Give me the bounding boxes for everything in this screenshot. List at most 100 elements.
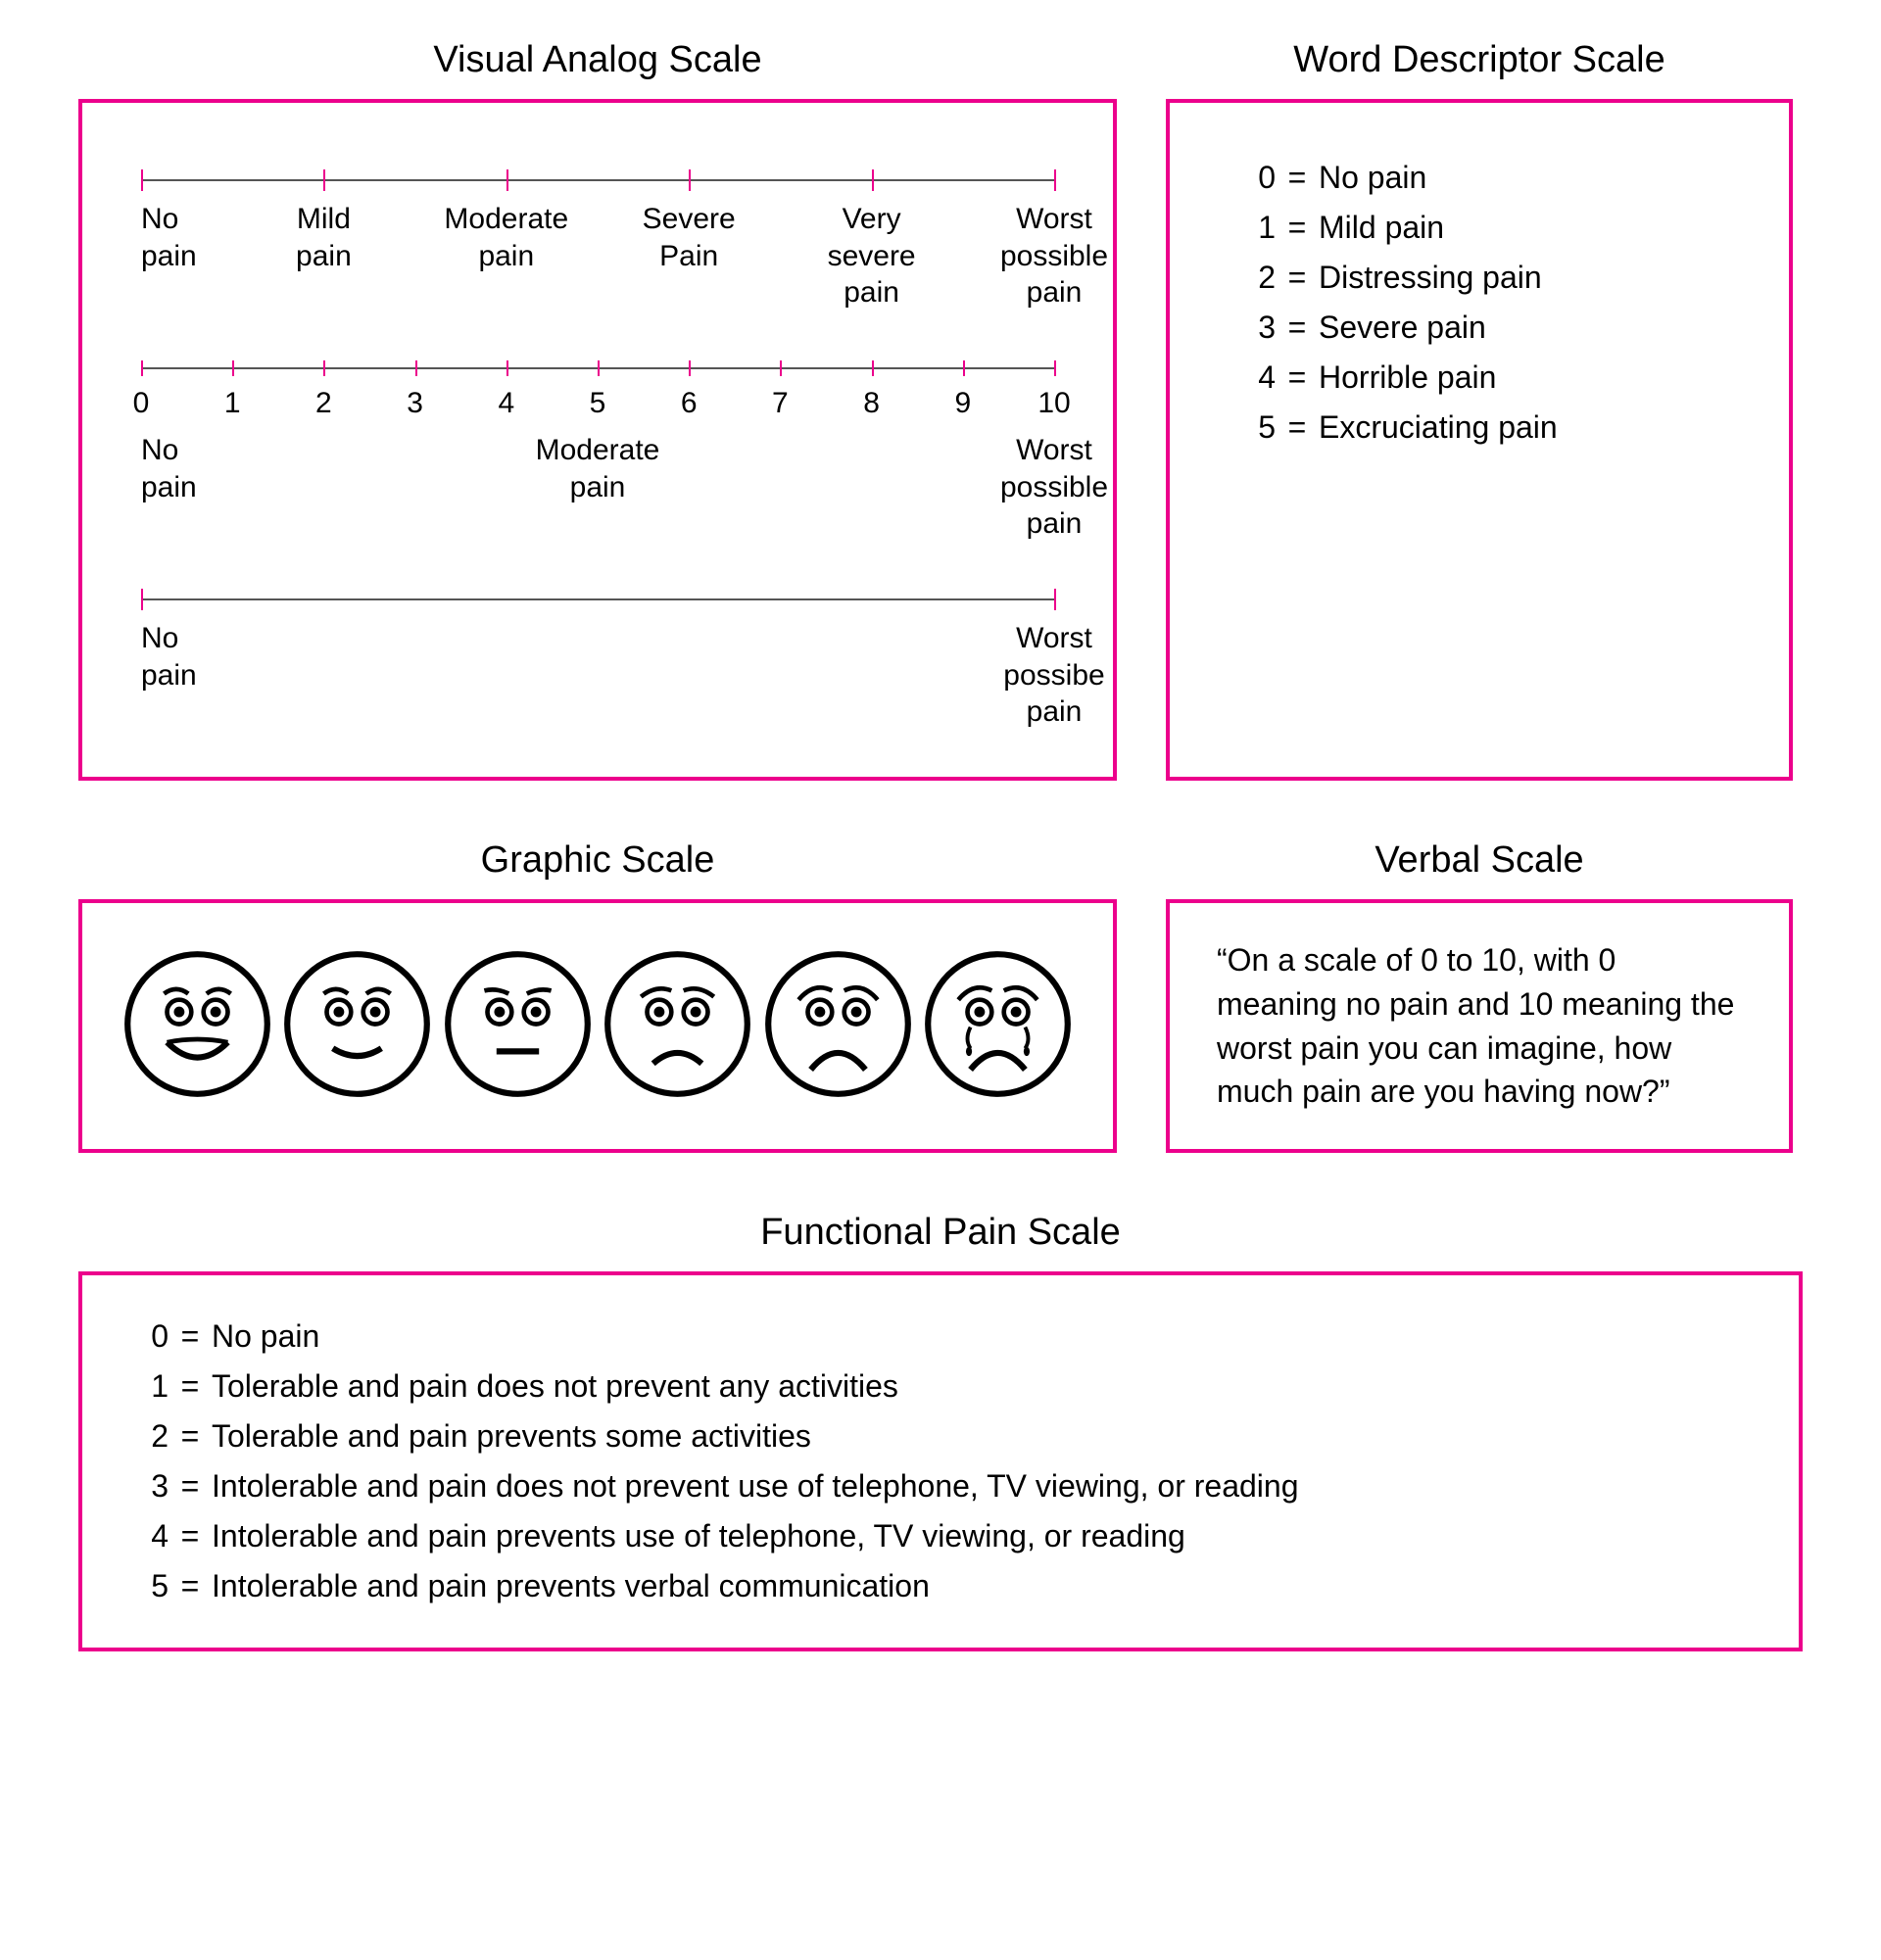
vas-number: 2 bbox=[315, 387, 332, 420]
vas-label: Worst possibe pain bbox=[1003, 620, 1104, 731]
item-number: 0 bbox=[1238, 160, 1276, 196]
equals-sign: = bbox=[1276, 359, 1319, 396]
item-number: 1 bbox=[131, 1368, 169, 1405]
vas-number: 7 bbox=[772, 387, 789, 420]
row-1: Visual Analog Scale No painMild painMode… bbox=[78, 39, 1803, 781]
vas-baseline bbox=[141, 598, 1054, 600]
vas-tick bbox=[141, 589, 143, 610]
item-text: Excruciating pain bbox=[1319, 409, 1720, 446]
face-neutral-icon bbox=[442, 948, 594, 1100]
vas-tick bbox=[780, 360, 782, 376]
pain-face bbox=[442, 948, 594, 1100]
vas-tick bbox=[415, 360, 417, 376]
vas-number: 4 bbox=[498, 387, 514, 420]
word-descriptor-item: 0=No pain bbox=[1238, 160, 1720, 196]
word-descriptor-list: 0=No pain1=Mild pain2=Distressing pain3=… bbox=[1209, 132, 1750, 473]
vas-scale-a: No painMild painModerate painSevere Pain… bbox=[141, 169, 1054, 299]
vas-label: Worst possible pain bbox=[1000, 432, 1108, 543]
vas-tick bbox=[598, 360, 600, 376]
verbal-section: Verbal Scale “On a scale of 0 to 10, wit… bbox=[1166, 839, 1793, 1153]
vas-number: 6 bbox=[681, 387, 698, 420]
pain-face bbox=[602, 948, 753, 1100]
equals-sign: = bbox=[169, 1568, 212, 1604]
item-number: 0 bbox=[131, 1318, 169, 1355]
item-number: 3 bbox=[1238, 310, 1276, 346]
faces-row bbox=[121, 932, 1074, 1116]
vas-tick bbox=[506, 169, 508, 191]
vas-number: 3 bbox=[407, 387, 423, 420]
verbal-text: “On a scale of 0 to 10, with 0 meaning n… bbox=[1209, 932, 1750, 1120]
functional-item: 5=Intolerable and pain prevents verbal c… bbox=[131, 1568, 1750, 1604]
item-text: No pain bbox=[1319, 160, 1720, 196]
vas-number: 10 bbox=[1037, 387, 1070, 420]
vas-scale-b: 012345678910 No painModerate painWorst p… bbox=[141, 358, 1054, 530]
equals-sign: = bbox=[1276, 409, 1319, 446]
pain-face bbox=[121, 948, 273, 1100]
pain-face bbox=[922, 948, 1074, 1100]
vas-number: 5 bbox=[590, 387, 606, 420]
item-number: 2 bbox=[1238, 260, 1276, 296]
pain-face bbox=[762, 948, 914, 1100]
item-text: Intolerable and pain prevents use of tel… bbox=[212, 1518, 1750, 1554]
functional-section: Functional Pain Scale 0=No pain1=Tolerab… bbox=[78, 1212, 1803, 1651]
word-descriptor-item: 5=Excruciating pain bbox=[1238, 409, 1720, 446]
vas-label: Moderate pain bbox=[536, 432, 660, 505]
word-descriptor-item: 1=Mild pain bbox=[1238, 210, 1720, 246]
vas-tick bbox=[141, 360, 143, 376]
vas-tick bbox=[141, 169, 143, 191]
item-number: 3 bbox=[131, 1468, 169, 1505]
word-descriptor-section: Word Descriptor Scale 0=No pain1=Mild pa… bbox=[1166, 39, 1793, 781]
vas-line bbox=[141, 169, 1054, 191]
functional-item: 4=Intolerable and pain prevents use of t… bbox=[131, 1518, 1750, 1554]
vas-label: Severe Pain bbox=[643, 201, 736, 274]
item-number: 5 bbox=[1238, 409, 1276, 446]
vas-number: 9 bbox=[954, 387, 971, 420]
item-text: Tolerable and pain does not prevent any … bbox=[212, 1368, 1750, 1405]
vas-section: Visual Analog Scale No painMild painMode… bbox=[78, 39, 1117, 781]
equals-sign: = bbox=[169, 1418, 212, 1455]
functional-list: 0=No pain1=Tolerable and pain does not p… bbox=[131, 1318, 1750, 1604]
face-crying-icon bbox=[922, 948, 1074, 1100]
equals-sign: = bbox=[169, 1368, 212, 1405]
equals-sign: = bbox=[1276, 310, 1319, 346]
vas-tick bbox=[1054, 360, 1056, 376]
vas-tick bbox=[689, 360, 691, 376]
vas-tick bbox=[872, 360, 874, 376]
item-number: 4 bbox=[131, 1518, 169, 1554]
item-number: 2 bbox=[131, 1418, 169, 1455]
functional-item: 3=Intolerable and pain does not prevent … bbox=[131, 1468, 1750, 1505]
word-descriptor-item: 2=Distressing pain bbox=[1238, 260, 1720, 296]
item-number: 5 bbox=[131, 1568, 169, 1604]
face-very-happy-icon bbox=[121, 948, 273, 1100]
vas-label: Worst possible pain bbox=[1000, 201, 1108, 311]
item-text: Intolerable and pain does not prevent us… bbox=[212, 1468, 1750, 1505]
item-number: 1 bbox=[1238, 210, 1276, 246]
vas-labels: No painModerate painWorst possible pain bbox=[141, 432, 1054, 530]
vas-tick bbox=[232, 360, 234, 376]
functional-item: 1=Tolerable and pain does not prevent an… bbox=[131, 1368, 1750, 1405]
vas-baseline bbox=[141, 179, 1054, 181]
vas-tick bbox=[689, 169, 691, 191]
verbal-box: “On a scale of 0 to 10, with 0 meaning n… bbox=[1166, 899, 1793, 1153]
face-very-sad-icon bbox=[762, 948, 914, 1100]
functional-box: 0=No pain1=Tolerable and pain does not p… bbox=[78, 1271, 1803, 1651]
vas-label: No pain bbox=[141, 620, 197, 693]
equals-sign: = bbox=[1276, 260, 1319, 296]
equals-sign: = bbox=[169, 1318, 212, 1355]
face-sad-icon bbox=[602, 948, 753, 1100]
word-descriptor-item: 3=Severe pain bbox=[1238, 310, 1720, 346]
row-2: Graphic Scale Verbal Scale “On a scale o… bbox=[78, 839, 1803, 1153]
graphic-title: Graphic Scale bbox=[78, 839, 1117, 882]
equals-sign: = bbox=[169, 1468, 212, 1505]
item-text: Horrible pain bbox=[1319, 359, 1720, 396]
vas-tick bbox=[1054, 589, 1056, 610]
item-text: Tolerable and pain prevents some activit… bbox=[212, 1418, 1750, 1455]
graphic-section: Graphic Scale bbox=[78, 839, 1117, 1153]
item-text: Mild pain bbox=[1319, 210, 1720, 246]
vas-tick bbox=[323, 360, 325, 376]
word-descriptor-item: 4=Horrible pain bbox=[1238, 359, 1720, 396]
vas-numbers: 012345678910 bbox=[141, 387, 1054, 422]
verbal-title: Verbal Scale bbox=[1166, 839, 1793, 882]
vas-line bbox=[141, 589, 1054, 610]
functional-item: 2=Tolerable and pain prevents some activ… bbox=[131, 1418, 1750, 1455]
